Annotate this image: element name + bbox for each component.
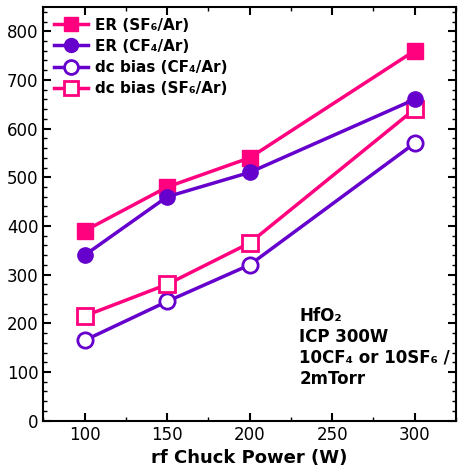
Text: HfO₂
ICP 300W
10CF₄ or 10SF₆ /
2mTorr: HfO₂ ICP 300W 10CF₄ or 10SF₆ / 2mTorr: [299, 307, 450, 388]
X-axis label: rf Chuck Power (W): rf Chuck Power (W): [152, 449, 348, 467]
Legend: ER (SF₆/Ar), ER (CF₄/Ar), dc bias (CF₄/Ar), dc bias (SF₆/Ar): ER (SF₆/Ar), ER (CF₄/Ar), dc bias (CF₄/A…: [48, 11, 234, 102]
